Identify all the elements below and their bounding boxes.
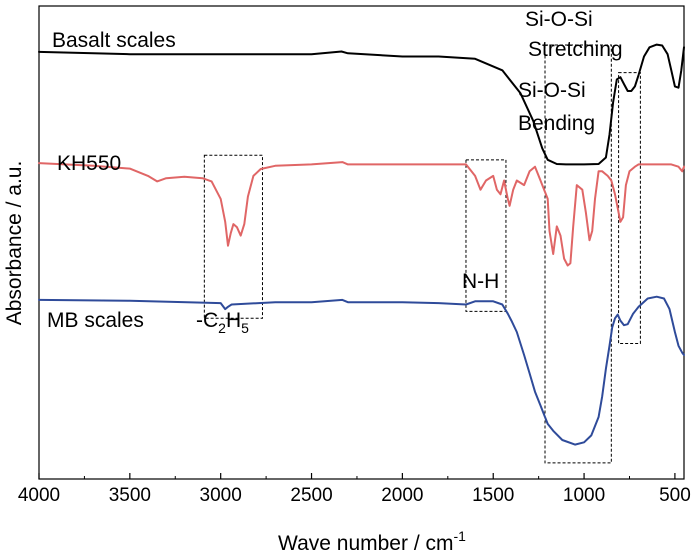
- bending-box: [618, 72, 641, 345]
- plot-frame: [38, 5, 685, 480]
- series-line-mb-scales: [38, 295, 685, 446]
- annotation-bending-line1: Si-O-Si: [518, 79, 586, 102]
- x-axis-label-main: Wave number / cm: [278, 532, 453, 555]
- c2h5-h: H: [226, 309, 241, 332]
- nh-box: [465, 159, 507, 312]
- x-tick-label-4000: 4000: [18, 485, 60, 506]
- annotation-stretching-line2: Stretching: [528, 38, 623, 61]
- c2h5-sub-2: 2: [218, 320, 226, 336]
- series-label-kh550: KH550: [57, 152, 121, 175]
- annotation-stretching-line1: Si-O-Si: [525, 8, 593, 31]
- x-tick-label-2500: 2500: [290, 485, 332, 506]
- x-tick-label-3500: 3500: [109, 485, 151, 506]
- series-label-basalt: Basalt scales: [52, 29, 176, 52]
- series-line-kh550: [38, 161, 685, 267]
- series-label-mb: MB scales: [47, 309, 144, 332]
- annotation-boxes: [203, 44, 641, 464]
- x-tick-label-2000: 2000: [381, 485, 423, 506]
- stretching-box: [544, 44, 612, 464]
- x-tick-label-1000: 1000: [563, 485, 605, 506]
- series-line-basalt-scales: [38, 43, 685, 166]
- x-tick-label-3000: 3000: [200, 485, 242, 506]
- y-axis-label: Absorbance / a.u.: [3, 161, 26, 326]
- x-axis-label-sup: -1: [453, 528, 466, 544]
- annotation-nh: N-H: [462, 270, 499, 293]
- x-tick-label-1500: 1500: [472, 485, 514, 506]
- x-ticks: 4000 3500 3000 2500 2000 1500 1000 500: [18, 473, 691, 506]
- c2h5-prefix: -C: [196, 309, 218, 332]
- c2h5-sub-5: 5: [241, 320, 249, 336]
- annotation-bending-line2: Bending: [518, 112, 595, 135]
- x-tick-label-500: 500: [659, 485, 691, 506]
- annotation-c2h5: -C2H5: [196, 309, 249, 336]
- x-axis-label: Wave number / cm-1: [278, 528, 466, 555]
- c2h5-box: [203, 154, 263, 319]
- series-group: [38, 43, 685, 446]
